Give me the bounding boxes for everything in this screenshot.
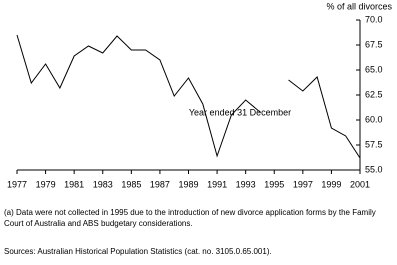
chart: % of all divorces Year ended 31 December… (7, 1, 393, 189)
y-tick-label: 60.0 (365, 114, 383, 124)
line (16, 34, 361, 159)
y-tick-label: 57.5 (365, 139, 383, 149)
y-tick-label: 65.0 (365, 64, 383, 74)
x-tick-label: 1999 (321, 179, 341, 189)
y-tick-label: 70.0 (365, 14, 383, 24)
x-tick-label: 2001 (350, 179, 370, 189)
x-tick-label: 1981 (64, 179, 84, 189)
x-tick-label: 1993 (236, 179, 256, 189)
x-tick-label: 1979 (36, 179, 56, 189)
x-tick-label: 1997 (293, 179, 313, 189)
x-axis-label: Year ended 31 December (189, 107, 291, 117)
x-tick-label: 1987 (150, 179, 170, 189)
x-tick-label: 1989 (178, 179, 198, 189)
y-tick-label: 67.5 (365, 39, 383, 49)
x-tick-label: 1995 (264, 179, 284, 189)
y-axis-label: % of all divorces (326, 1, 392, 11)
x-tick-label: 1983 (93, 179, 113, 189)
x-tick-label: 1985 (121, 179, 141, 189)
y-tick-label: 55.0 (365, 164, 383, 174)
x-tick-label: 1991 (207, 179, 227, 189)
footnote: (a) Data were not collected in 1995 due … (4, 208, 376, 228)
y-tick-label: 62.5 (365, 89, 383, 99)
source: Sources: Australian Historical Populatio… (4, 247, 272, 256)
x-tick-label: 1977 (7, 179, 27, 189)
